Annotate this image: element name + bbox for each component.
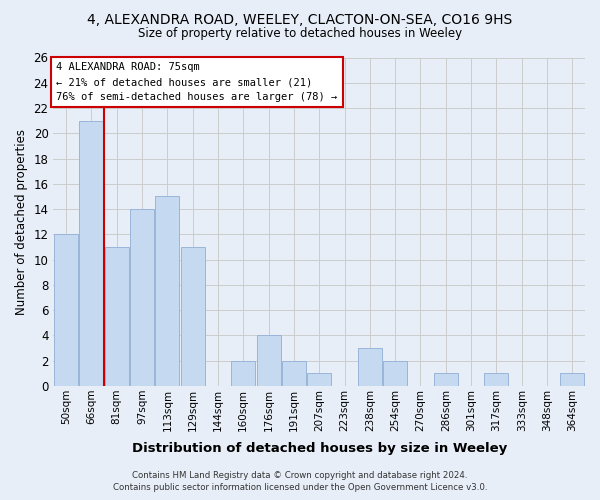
- Y-axis label: Number of detached properties: Number of detached properties: [15, 128, 28, 314]
- Bar: [231, 360, 255, 386]
- Bar: [79, 120, 103, 386]
- Bar: [130, 209, 154, 386]
- Text: Contains HM Land Registry data © Crown copyright and database right 2024.
Contai: Contains HM Land Registry data © Crown c…: [113, 471, 487, 492]
- Bar: [484, 374, 508, 386]
- Bar: [434, 374, 458, 386]
- Bar: [307, 374, 331, 386]
- X-axis label: Distribution of detached houses by size in Weeley: Distribution of detached houses by size …: [131, 442, 507, 455]
- Text: 4, ALEXANDRA ROAD, WEELEY, CLACTON-ON-SEA, CO16 9HS: 4, ALEXANDRA ROAD, WEELEY, CLACTON-ON-SE…: [88, 12, 512, 26]
- Bar: [54, 234, 78, 386]
- Bar: [155, 196, 179, 386]
- Bar: [358, 348, 382, 386]
- Bar: [282, 360, 306, 386]
- Bar: [104, 247, 129, 386]
- Bar: [257, 336, 281, 386]
- Text: 4 ALEXANDRA ROAD: 75sqm
← 21% of detached houses are smaller (21)
76% of semi-de: 4 ALEXANDRA ROAD: 75sqm ← 21% of detache…: [56, 62, 337, 102]
- Bar: [560, 374, 584, 386]
- Bar: [383, 360, 407, 386]
- Bar: [181, 247, 205, 386]
- Text: Size of property relative to detached houses in Weeley: Size of property relative to detached ho…: [138, 28, 462, 40]
